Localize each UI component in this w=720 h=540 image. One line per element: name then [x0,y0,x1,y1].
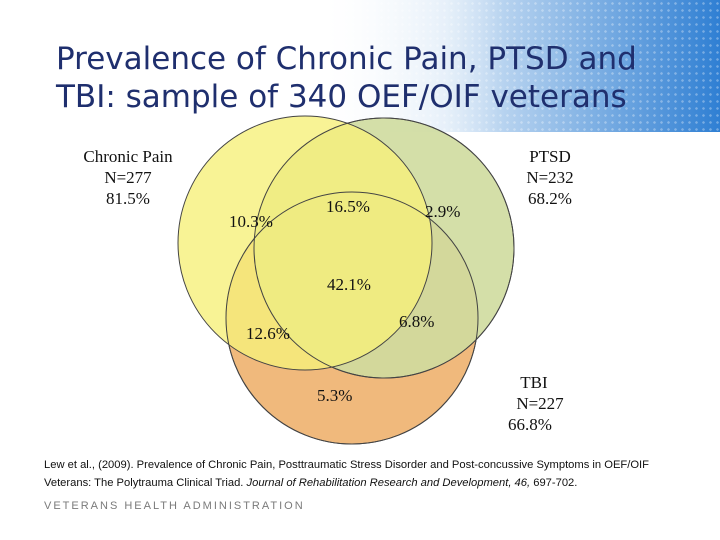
tbi-set-name: TBI [520,373,548,392]
region-tbi-only: 5.3% [317,386,353,405]
ptsd-set-name: PTSD [529,147,571,166]
pain-set-label: Chronic Pain N=277 81.5% [68,146,188,209]
slide-title: Prevalence of Chronic Pain, PTSD and TBI… [56,40,696,116]
region-pain-ptsd: 16.5% [326,197,370,216]
pain-set-name: Chronic Pain [83,147,173,166]
region-ptsd-only: 2.9% [425,202,461,221]
region-ptsd-tbi: 6.8% [399,312,435,331]
pain-circle [177,115,433,371]
pain-set-n: N=277 [104,168,152,187]
banner-fade [0,0,720,132]
citation-text: Lew et al., (2009). Prevalence of Chroni… [44,459,649,489]
ptsd-set-label: PTSD N=232 68.2% [500,146,600,209]
region-pain-only: 10.3% [229,212,273,231]
tbi-circle-outline [225,191,479,445]
citation: Lew et al., (2009). Prevalence of Chroni… [44,456,684,492]
title-line-1: Prevalence of Chronic Pain, PTSD and [56,41,637,77]
region-all-three: 42.1% [327,275,371,294]
ptsd-set-n: N=232 [526,168,574,187]
region-pain-tbi: 12.6% [246,324,290,343]
tbi-set-pct: 66.8% [508,415,552,434]
tbi-set-n: N=227 [516,394,564,413]
pain-set-pct: 81.5% [106,189,150,208]
ptsd-set-pct: 68.2% [528,189,572,208]
ptsd-circle-outline [253,117,515,379]
footer-org: VETERANS HEALTH ADMINISTRATION [44,500,305,512]
citation-pages: 697-702. [530,477,578,489]
title-line-2: TBI: sample of 340 OEF/OIF veterans [56,79,627,115]
tbi-set-label: TBI N=227 66.8% [480,372,580,435]
citation-journal: Journal of Rehabilitation Research and D… [246,477,531,489]
